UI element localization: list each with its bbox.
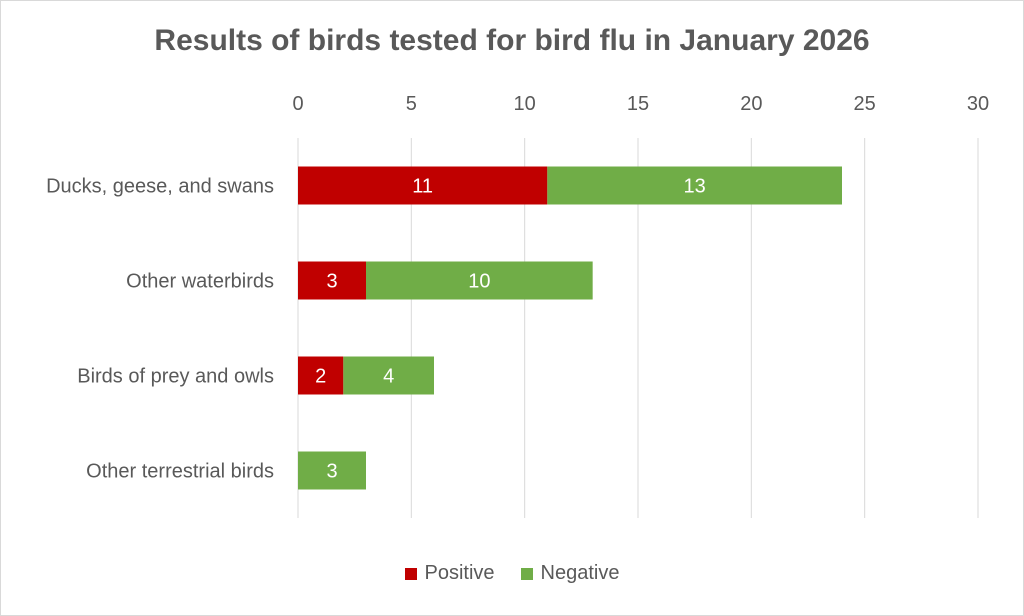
x-tick-label: 0: [292, 93, 303, 115]
x-tick-label: 25: [854, 93, 876, 115]
bar-data-label: 10: [468, 271, 490, 293]
x-tick-label: 10: [514, 93, 536, 115]
chart-legend: Positive Negative: [0, 562, 1024, 585]
bar-data-label: 3: [326, 271, 337, 293]
bar-data-label: 13: [684, 176, 706, 198]
legend-swatch-negative: [520, 567, 533, 580]
chart-title: Results of birds tested for bird flu in …: [154, 24, 870, 57]
category-label: Other terrestrial birds: [86, 461, 274, 483]
category-label: Other waterbirds: [126, 271, 274, 293]
x-tick-label: 15: [627, 93, 649, 115]
bar-positive: [298, 356, 344, 395]
legend-item-positive: Positive: [404, 562, 495, 585]
x-tick-label: 30: [967, 93, 989, 115]
x-tick-label: 5: [406, 93, 417, 115]
x-tick-label: 20: [740, 93, 762, 115]
bar-negative: [366, 261, 593, 300]
bar-positive: [298, 261, 366, 300]
bar-data-label: 3: [326, 461, 337, 483]
bar-negative: [547, 166, 842, 205]
bar-positive: [298, 166, 548, 205]
bar-negative: [343, 356, 434, 395]
legend-swatch-positive: [404, 567, 417, 580]
category-label: Ducks, geese, and swans: [46, 176, 274, 198]
bar-data-label: 2: [315, 366, 326, 388]
category-label: Birds of prey and owls: [77, 366, 274, 388]
bar-data-label: 4: [383, 366, 394, 388]
bar-negative: [298, 451, 366, 490]
legend-label-positive: Positive: [424, 562, 495, 584]
legend-item-negative: Negative: [520, 562, 620, 585]
legend-label-negative: Negative: [540, 562, 620, 584]
bar-data-label: 11: [412, 176, 433, 198]
